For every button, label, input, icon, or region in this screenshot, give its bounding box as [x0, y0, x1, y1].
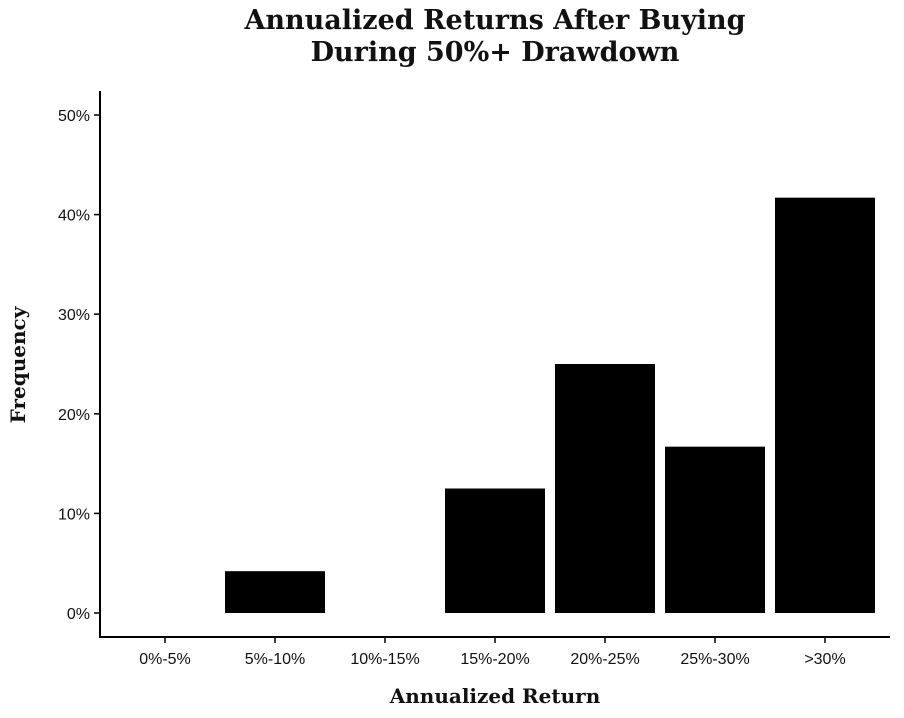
- bar-4: [445, 488, 545, 613]
- x-tick-label: 15%-20%: [460, 651, 529, 668]
- x-tick-label: >30%: [804, 651, 845, 668]
- bar-7: [775, 197, 875, 613]
- x-axis-ticks: 0%-5% 5%-10% 10%-15% 15%-20% 20%-25% 25%-30% >…: [139, 637, 846, 668]
- x-tick-label: 20%-25%: [570, 651, 639, 668]
- y-tick-label: 0%: [67, 606, 90, 623]
- y-tick-label: 50%: [58, 108, 90, 125]
- bars-group: [225, 197, 875, 613]
- chart-title-line-2: During 50%+ Drawdown: [311, 37, 680, 68]
- x-tick-label: 10%-15%: [350, 651, 419, 668]
- x-tick-label: 25%-30%: [680, 651, 749, 668]
- bar-2: [225, 571, 325, 613]
- y-tick-label: 20%: [58, 407, 90, 424]
- y-tick-label: 10%: [58, 506, 90, 523]
- chart-title-line-1: Annualized Returns After Buying: [243, 5, 745, 36]
- x-tick-label: 0%-5%: [139, 651, 191, 668]
- y-tick-label: 30%: [58, 307, 90, 324]
- y-axis-title: Frequency: [6, 305, 30, 423]
- x-axis-title: Annualized Return: [389, 684, 601, 708]
- bar-5: [555, 364, 655, 613]
- bar-6: [665, 446, 765, 613]
- x-tick-label: 5%-10%: [245, 651, 305, 668]
- y-tick-label: 40%: [58, 208, 90, 225]
- y-axis-ticks: 0% 10% 20% 30% 40% 50%: [58, 108, 100, 623]
